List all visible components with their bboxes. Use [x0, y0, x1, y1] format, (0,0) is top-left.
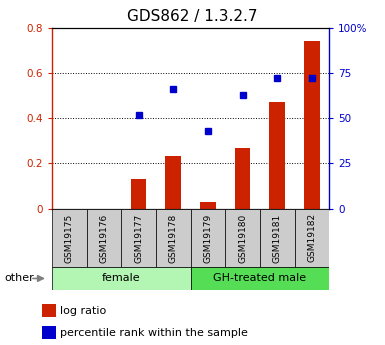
Bar: [131, 179, 146, 209]
Bar: [166, 156, 181, 209]
Bar: [304, 41, 320, 209]
Text: GSM19178: GSM19178: [169, 213, 178, 263]
Bar: [87, 209, 121, 267]
Text: female: female: [102, 274, 141, 284]
Bar: [235, 148, 250, 209]
Bar: [191, 209, 225, 267]
Bar: [295, 209, 329, 267]
Bar: [52, 209, 87, 267]
Text: GSM19182: GSM19182: [307, 213, 316, 263]
Text: percentile rank within the sample: percentile rank within the sample: [60, 328, 248, 338]
Text: GSM19181: GSM19181: [273, 213, 282, 263]
Bar: [200, 202, 216, 209]
Bar: [270, 102, 285, 209]
Bar: [52, 267, 191, 290]
Text: other: other: [4, 274, 34, 284]
Text: GSM19180: GSM19180: [238, 213, 247, 263]
Text: GSM19176: GSM19176: [99, 213, 109, 263]
Text: GSM19179: GSM19179: [203, 213, 213, 263]
Bar: [191, 267, 329, 290]
Bar: [260, 209, 295, 267]
Text: GH-treated male: GH-treated male: [213, 274, 306, 284]
Text: log ratio: log ratio: [60, 306, 106, 316]
Bar: [225, 209, 260, 267]
Bar: [121, 209, 156, 267]
Text: GDS862 / 1.3.2.7: GDS862 / 1.3.2.7: [127, 9, 258, 23]
Bar: [156, 209, 191, 267]
Text: GSM19175: GSM19175: [65, 213, 74, 263]
Text: GSM19177: GSM19177: [134, 213, 143, 263]
